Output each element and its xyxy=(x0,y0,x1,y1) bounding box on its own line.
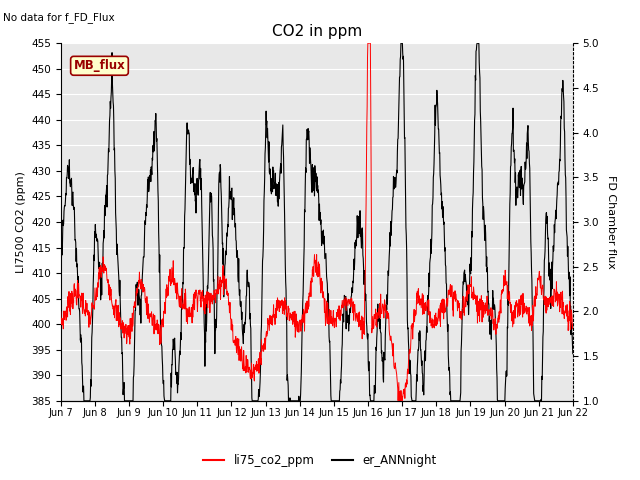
Text: No data for f_FD_Flux: No data for f_FD_Flux xyxy=(3,12,115,23)
Text: MB_flux: MB_flux xyxy=(74,60,125,72)
Legend: li75_co2_ppm, er_ANNnight: li75_co2_ppm, er_ANNnight xyxy=(198,449,442,472)
Title: CO2 in ppm: CO2 in ppm xyxy=(271,24,362,39)
Y-axis label: LI7500 CO2 (ppm): LI7500 CO2 (ppm) xyxy=(15,171,26,273)
Y-axis label: FD Chamber flux: FD Chamber flux xyxy=(606,175,616,269)
